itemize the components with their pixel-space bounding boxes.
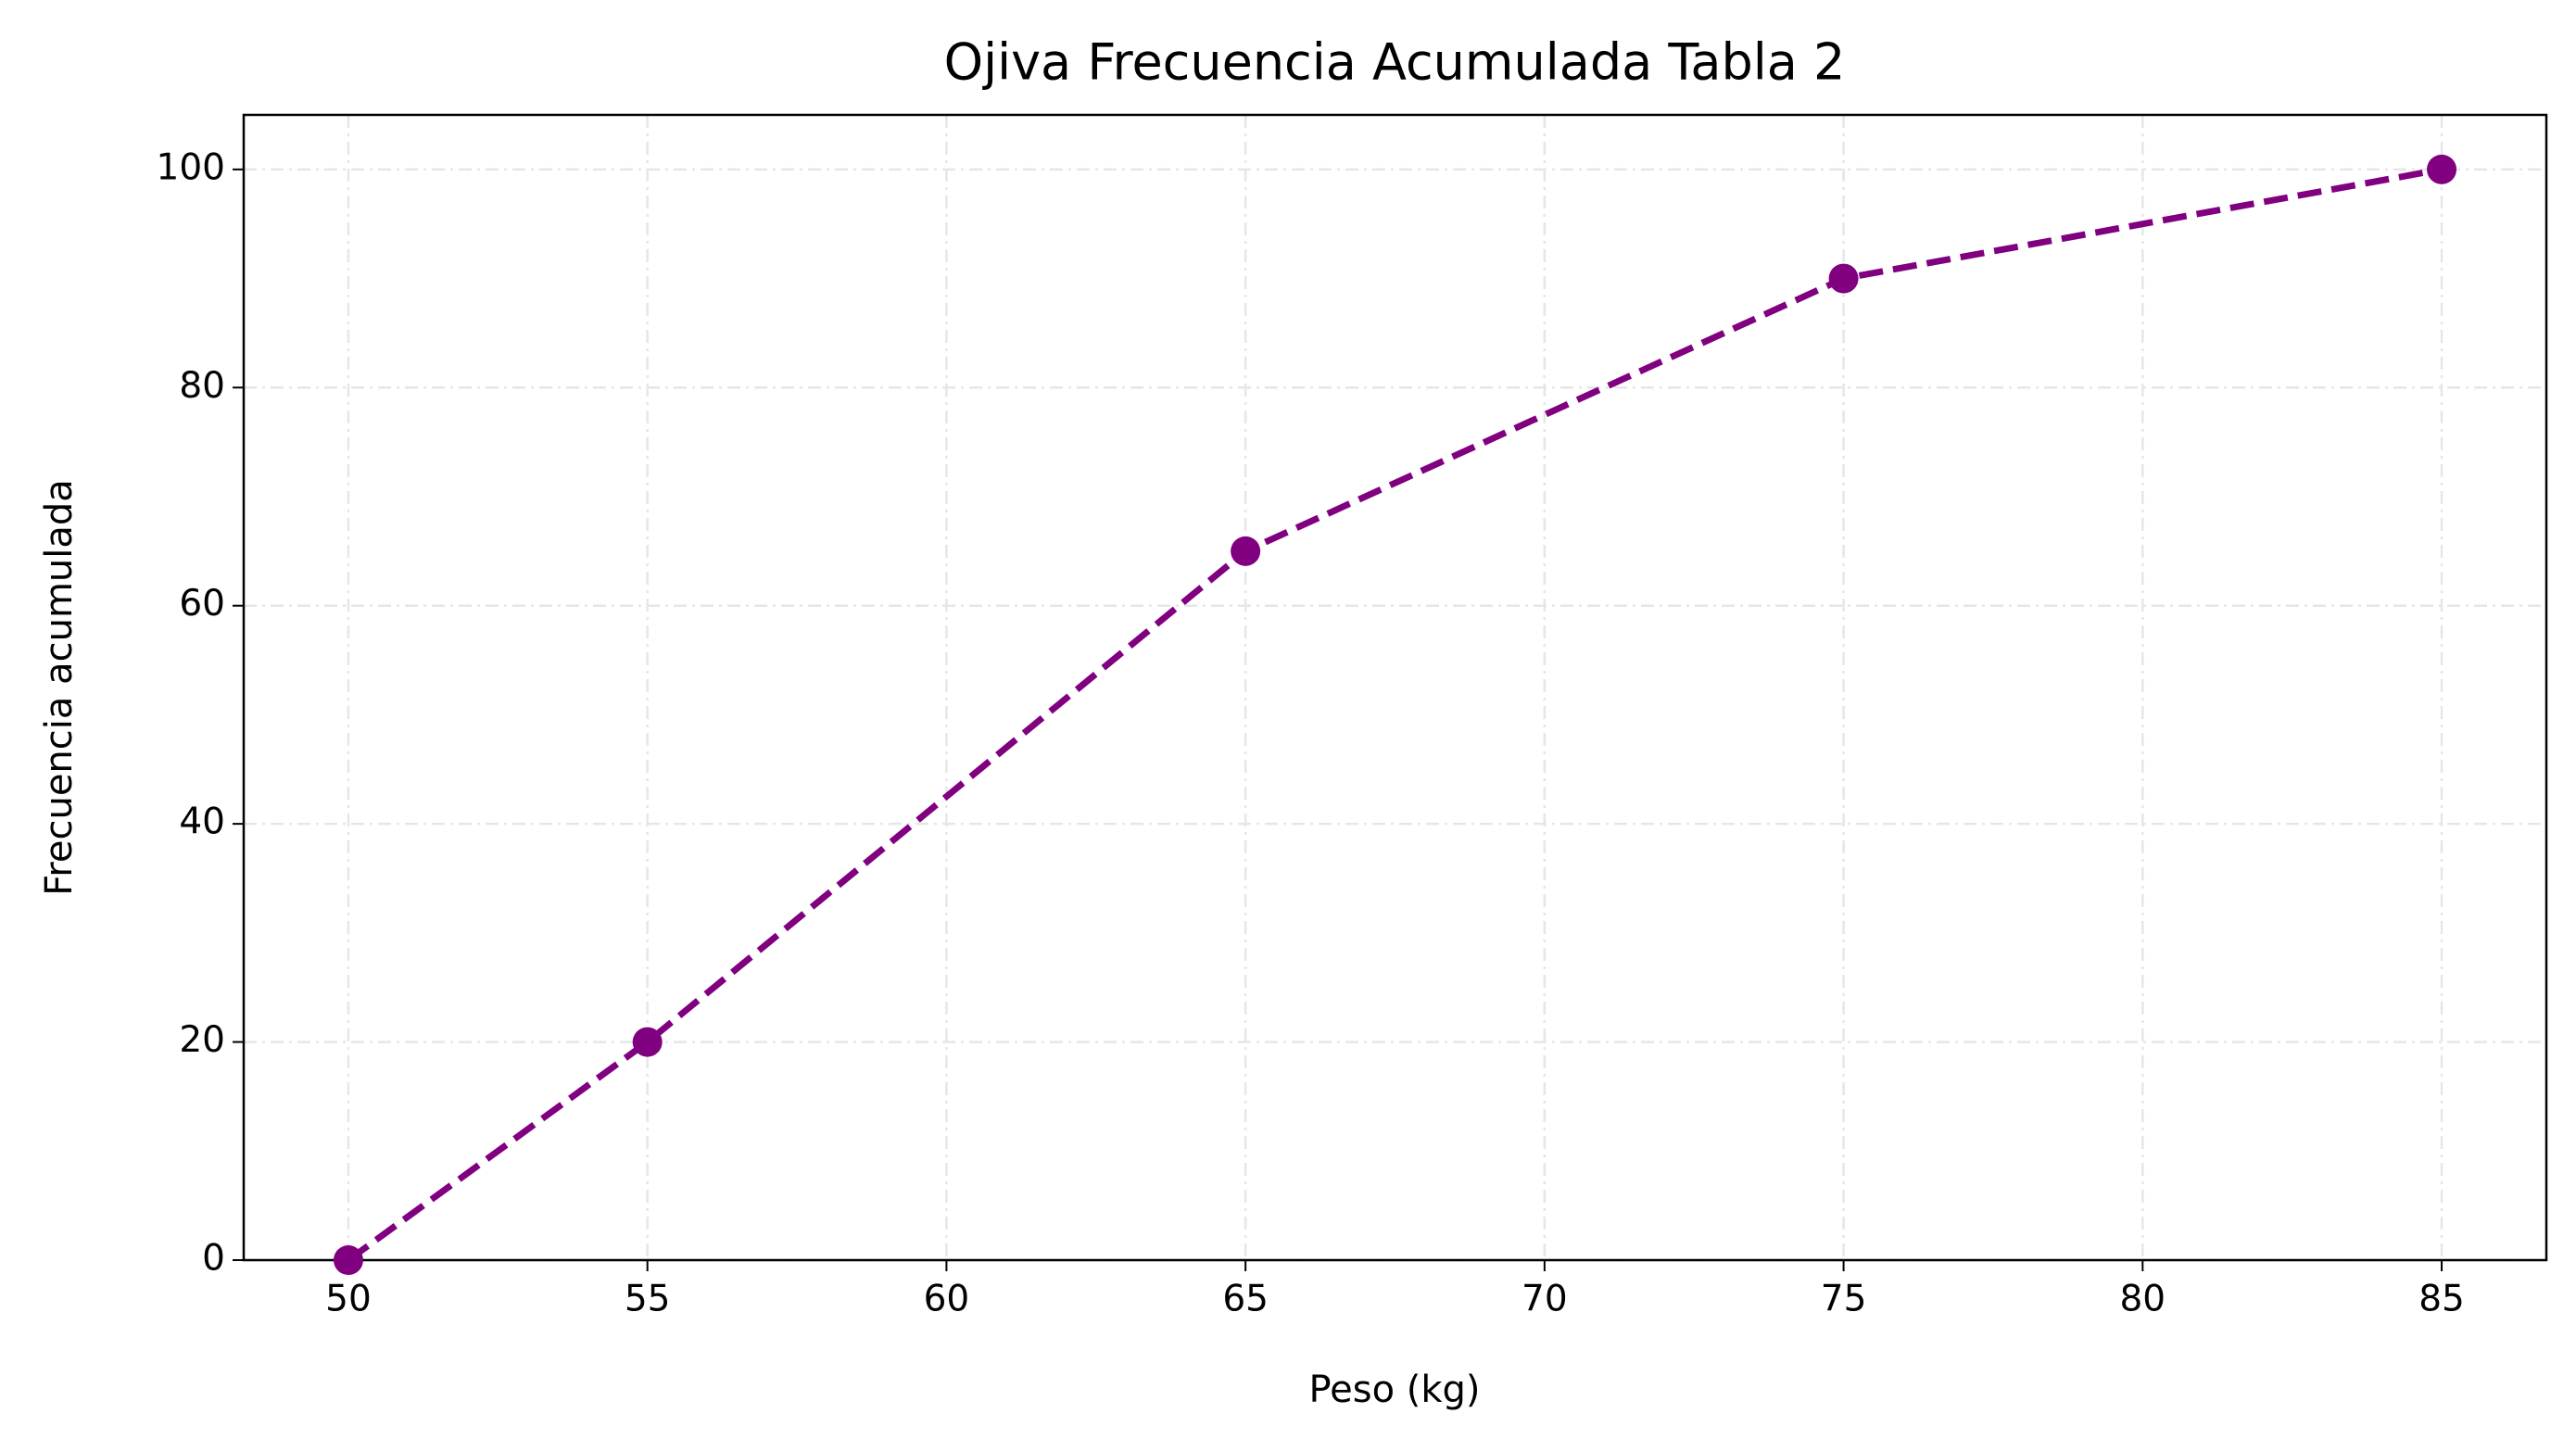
data-point bbox=[333, 1245, 363, 1275]
data-point bbox=[1231, 536, 1261, 566]
data-line bbox=[346, 166, 2443, 1263]
y-tick-label: 100 bbox=[157, 146, 225, 188]
plot-frame bbox=[242, 113, 2548, 1262]
y-tick-label: 0 bbox=[202, 1238, 225, 1280]
y-axis-label: Frecuencia acumulada bbox=[38, 479, 81, 896]
chart-title: Ojiva Frecuencia Acumulada Tabla 2 bbox=[944, 33, 1846, 92]
data-point bbox=[2427, 154, 2457, 184]
x-axis-label: Peso (kg) bbox=[1308, 1369, 1480, 1411]
data-point bbox=[632, 1027, 663, 1057]
y-tick-label: 40 bbox=[179, 801, 225, 843]
x-tick-label: 85 bbox=[2418, 1279, 2465, 1320]
y-tick-label: 80 bbox=[179, 365, 225, 407]
x-tick-label: 70 bbox=[1522, 1279, 1568, 1320]
x-tick-label: 60 bbox=[924, 1279, 970, 1320]
y-tick-label: 60 bbox=[179, 583, 225, 625]
data-point bbox=[1828, 263, 1859, 294]
x-tick-label: 55 bbox=[625, 1279, 671, 1320]
x-tick-label: 50 bbox=[325, 1279, 372, 1320]
x-tick-label: 75 bbox=[1821, 1279, 1867, 1320]
x-tick-label: 65 bbox=[1222, 1279, 1269, 1320]
x-tick-label: 80 bbox=[2119, 1279, 2166, 1320]
y-tick-label: 20 bbox=[179, 1019, 225, 1061]
